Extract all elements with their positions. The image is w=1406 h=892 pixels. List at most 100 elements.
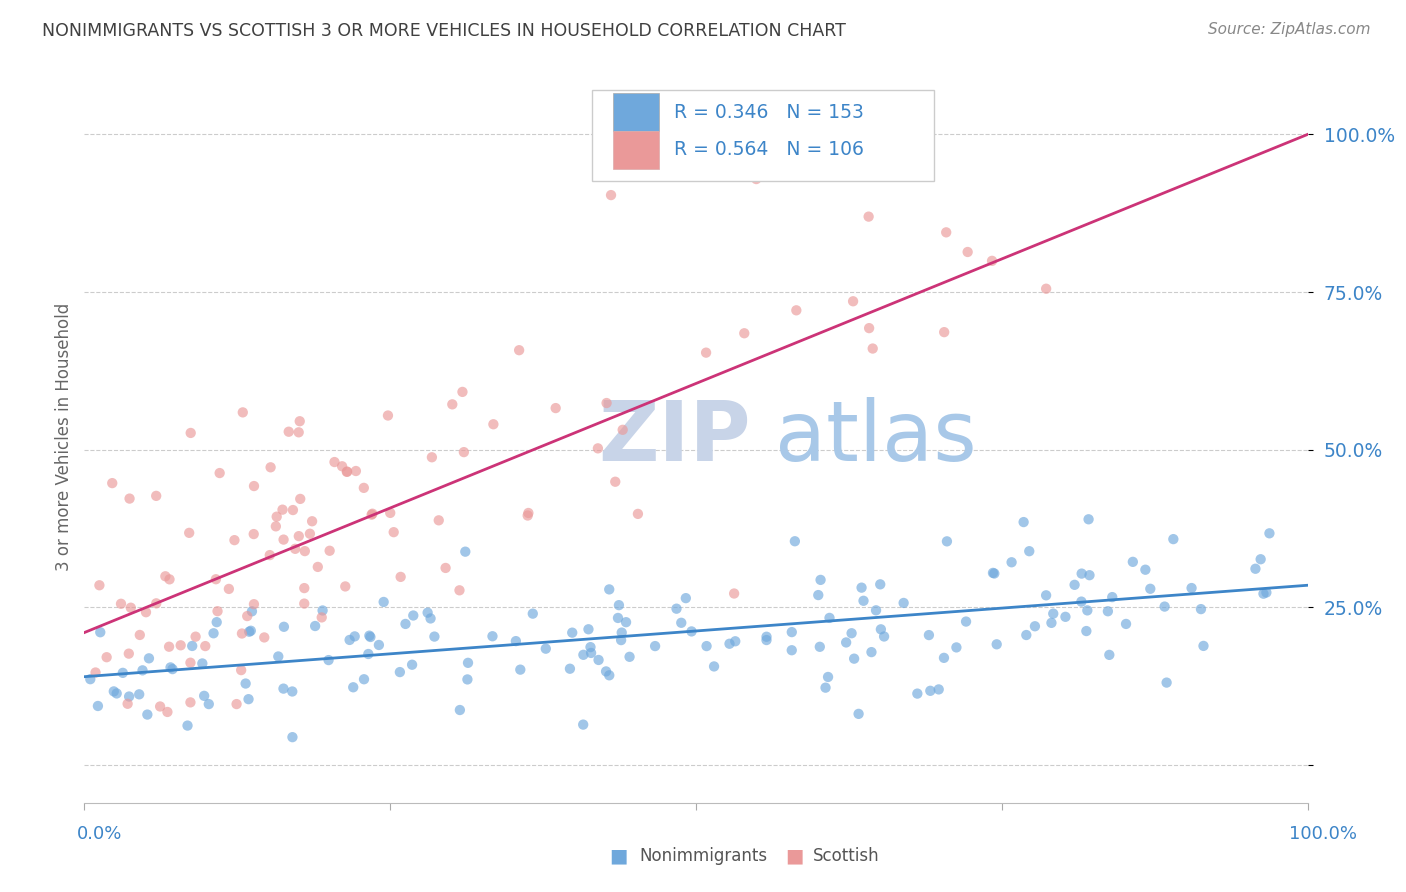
Point (935, 534, 957, 549)
Point (89, 625, 111, 640)
Point (610, 633, 633, 648)
Point (101, 476, 124, 491)
Point (225, 697, 247, 711)
Point (981, 253, 1004, 268)
Point (218, 582, 240, 596)
Point (1163, 532, 1185, 546)
Point (870, 623, 893, 637)
Point (243, 479, 266, 493)
Point (807, 588, 830, 602)
Point (508, 343, 530, 358)
Point (207, 604, 229, 618)
Point (780, 625, 803, 640)
Point (259, 460, 281, 475)
Point (281, 730, 304, 744)
Point (544, 401, 567, 415)
Point (783, 534, 806, 549)
Point (1097, 604, 1119, 618)
Point (416, 606, 439, 620)
Point (945, 640, 967, 655)
Point (1054, 609, 1077, 624)
Point (373, 595, 395, 609)
Point (1115, 616, 1137, 631)
Point (323, 455, 346, 469)
Point (449, 703, 471, 717)
Point (273, 681, 295, 696)
Point (155, 569, 177, 583)
Point (128, 687, 150, 701)
Point (176, 718, 198, 732)
FancyBboxPatch shape (613, 93, 659, 131)
Point (851, 581, 873, 595)
Point (159, 660, 181, 674)
Point (179, 656, 201, 670)
Point (131, 664, 153, 678)
Point (614, 615, 637, 630)
Point (598, 668, 620, 682)
Point (955, 615, 977, 629)
Point (311, 610, 333, 624)
Point (343, 629, 366, 643)
Point (595, 396, 617, 410)
Point (330, 459, 353, 474)
Point (814, 681, 837, 695)
Point (1101, 590, 1123, 604)
Point (818, 611, 841, 625)
Point (117, 697, 139, 711)
Point (1180, 581, 1202, 595)
Point (1189, 602, 1212, 616)
Point (509, 663, 531, 677)
Point (288, 414, 311, 428)
Point (723, 586, 745, 600)
Point (1035, 282, 1057, 296)
Point (273, 620, 295, 634)
Point (1076, 603, 1098, 617)
Point (360, 508, 382, 522)
Point (785, 303, 807, 318)
Point (336, 465, 359, 479)
Point (905, 687, 928, 701)
Point (434, 561, 457, 575)
Point (271, 502, 294, 516)
Point (1153, 599, 1175, 614)
Point (810, 573, 832, 587)
Point (336, 465, 359, 479)
Point (118, 491, 141, 506)
Point (287, 425, 309, 440)
Point (835, 635, 858, 649)
Point (353, 481, 375, 495)
Point (357, 647, 380, 661)
Point (1035, 588, 1057, 602)
Point (193, 689, 215, 703)
Point (266, 509, 288, 524)
Point (920, 683, 942, 698)
Text: R = 0.564   N = 106: R = 0.564 N = 106 (673, 140, 863, 160)
Text: Nonimmigrants: Nonimmigrants (640, 847, 768, 865)
Point (605, 475, 627, 489)
Text: 100.0%: 100.0% (1289, 825, 1357, 843)
Point (402, 608, 425, 623)
Point (755, 630, 778, 644)
Point (1015, 628, 1038, 642)
Point (238, 692, 260, 706)
Point (482, 417, 505, 432)
Point (588, 653, 610, 667)
Point (239, 624, 262, 638)
FancyBboxPatch shape (592, 90, 935, 181)
Point (441, 397, 464, 411)
Point (145, 489, 167, 503)
Point (1078, 568, 1101, 582)
Point (240, 604, 263, 618)
Point (288, 529, 311, 543)
Point (318, 543, 340, 558)
Point (817, 670, 839, 684)
Point (136, 707, 159, 722)
Text: ■: ■ (609, 847, 628, 866)
Point (281, 684, 304, 698)
Point (534, 641, 557, 656)
Point (981, 566, 1004, 580)
Point (191, 657, 214, 671)
Point (1192, 639, 1215, 653)
Point (607, 598, 630, 612)
Point (841, 626, 863, 640)
